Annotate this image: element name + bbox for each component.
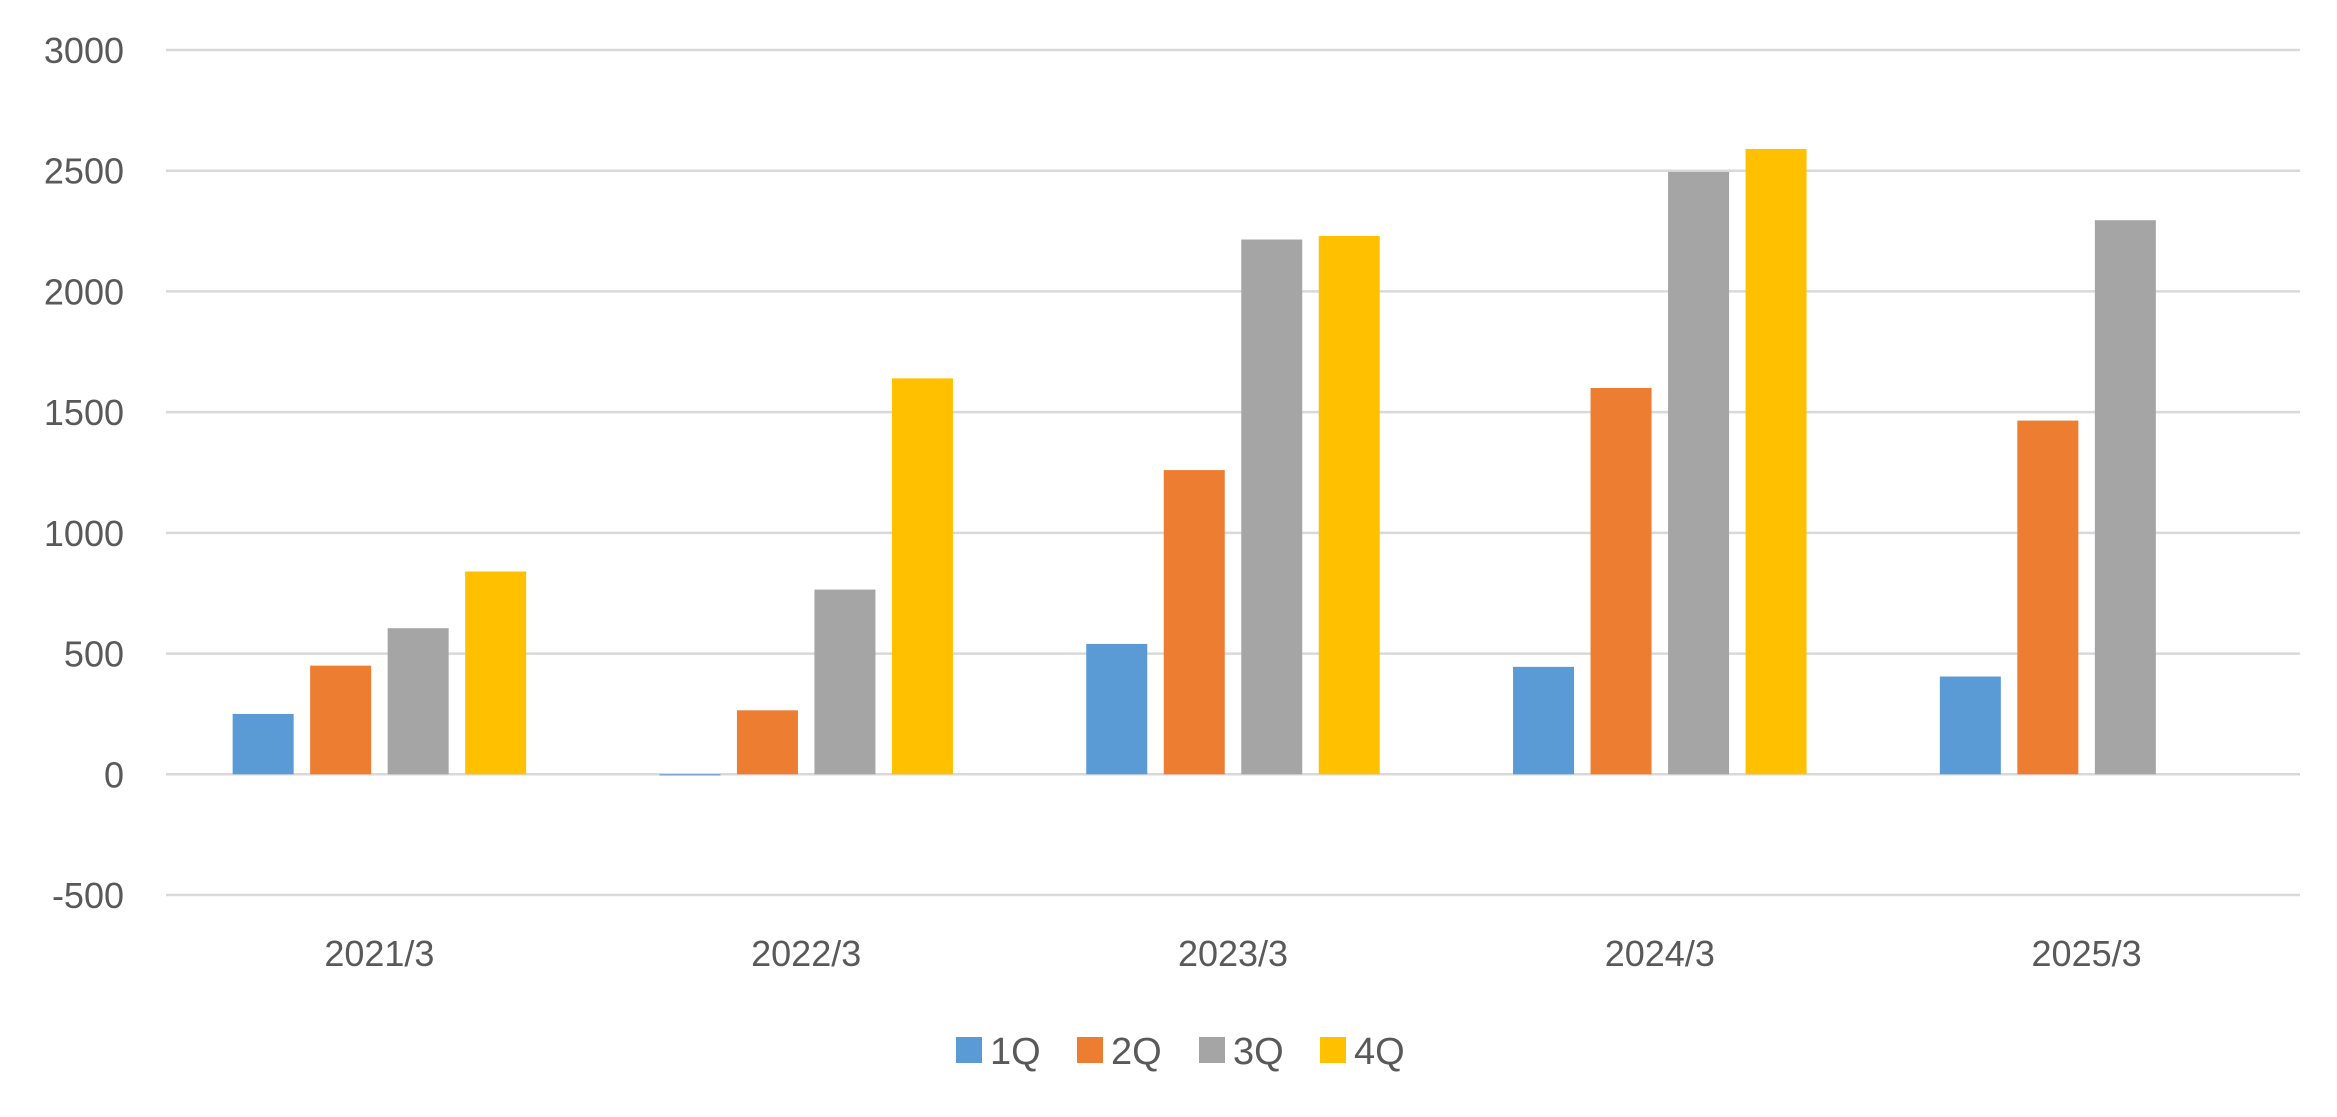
y-tick-label: 3000 — [44, 30, 124, 71]
bar-2q-2023-3 — [1163, 470, 1225, 775]
legend-label-3q: 3Q — [1233, 1031, 1284, 1073]
bar-4q-2022-3 — [891, 378, 953, 775]
bar-3q-2022-3 — [814, 589, 876, 775]
y-tick-label: 2500 — [44, 151, 124, 192]
bar-2q-2025-3 — [2017, 420, 2079, 775]
y-tick-label: 2000 — [44, 271, 124, 312]
legend-label-1q: 1Q — [990, 1031, 1041, 1073]
legend-swatch-2q — [1077, 1037, 1103, 1063]
legend-label-2q: 2Q — [1111, 1031, 1162, 1073]
bar-3q-2021-3 — [387, 628, 449, 775]
x-axis: 2021/3 2022/3 2023/3 2024/3 2025/3 — [324, 933, 2141, 974]
bar-4q-2023-3 — [1318, 235, 1380, 775]
legend-label-4q: 4Q — [1354, 1031, 1405, 1073]
x-tick-label: 2024/3 — [1605, 933, 1715, 974]
x-tick-label: 2023/3 — [1178, 933, 1288, 974]
bar-2q-2021-3 — [310, 665, 372, 775]
legend-swatch-1q — [956, 1037, 982, 1063]
legend-swatch-4q — [1320, 1037, 1346, 1063]
bar-1q-2023-3 — [1086, 643, 1148, 775]
bar-4q-2024-3 — [1745, 148, 1807, 775]
x-tick-label: 2022/3 — [751, 933, 861, 974]
bar-1q-2022-3 — [659, 774, 721, 776]
bar-2q-2024-3 — [1590, 388, 1652, 775]
legend-swatch-3q — [1199, 1037, 1225, 1063]
y-tick-label: 0 — [104, 754, 124, 795]
legend: 1Q 2Q 3Q 4Q — [956, 1031, 1405, 1073]
bar-1q-2024-3 — [1513, 666, 1575, 775]
bar-4q-2021-3 — [465, 571, 527, 775]
bar-1q-2025-3 — [1939, 676, 2001, 775]
bar-3q-2023-3 — [1241, 239, 1303, 775]
x-tick-label: 2021/3 — [324, 933, 434, 974]
bar-3q-2024-3 — [1668, 171, 1730, 775]
y-tick-label: 500 — [64, 634, 124, 675]
bars — [232, 148, 2156, 776]
y-axis: -500 0 500 1000 1500 2000 2500 3000 — [44, 30, 124, 916]
y-tick-label: 1000 — [44, 513, 124, 554]
y-tick-label: -500 — [52, 875, 124, 916]
bar-1q-2021-3 — [232, 713, 294, 775]
y-tick-label: 1500 — [44, 392, 124, 433]
bar-2q-2022-3 — [736, 710, 798, 775]
x-tick-label: 2025/3 — [2032, 933, 2142, 974]
bar-3q-2025-3 — [2094, 220, 2156, 775]
